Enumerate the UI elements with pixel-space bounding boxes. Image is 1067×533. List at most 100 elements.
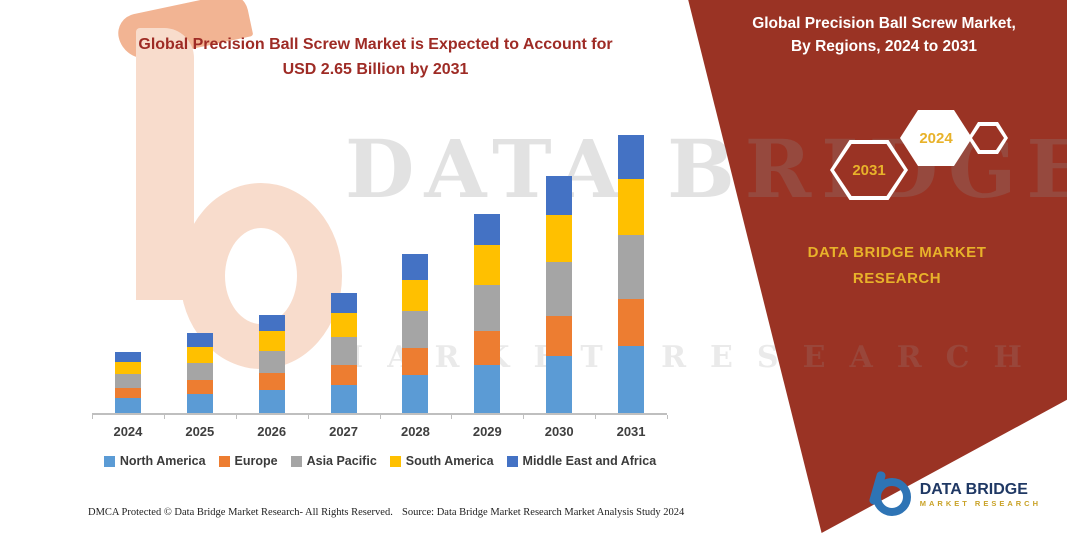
logo-subtitle: MARKET RESEARCH bbox=[919, 499, 1041, 509]
axis-tick bbox=[235, 415, 237, 419]
bar-segment bbox=[330, 293, 357, 314]
legend-item: South America bbox=[389, 454, 494, 468]
bar-stack-2026 bbox=[258, 315, 285, 413]
bar-stack-2024 bbox=[114, 352, 141, 413]
axis-tick bbox=[163, 415, 165, 419]
legend-label: North America bbox=[119, 454, 206, 468]
company-logo: DATA BRIDGE MARKET RESEARCH bbox=[868, 470, 1041, 517]
bar-stack-2028 bbox=[402, 254, 429, 413]
hexagon-2031-fill bbox=[834, 144, 904, 196]
legend-swatch-icon bbox=[506, 455, 518, 467]
legend-swatch-icon bbox=[218, 455, 230, 467]
bar-segment bbox=[114, 387, 141, 399]
axis-tick bbox=[523, 415, 525, 419]
hexagon-2024-label: 2024 bbox=[919, 129, 953, 147]
bar-segment bbox=[474, 213, 501, 246]
bar-segment bbox=[546, 175, 573, 215]
bar-segment bbox=[258, 315, 285, 332]
bar-stack-2027 bbox=[330, 293, 357, 413]
x-axis-label: 2028 bbox=[400, 424, 430, 439]
footer-source-text: Source: Data Bridge Market Research Mark… bbox=[402, 507, 685, 518]
bar-column-2025 bbox=[164, 100, 236, 413]
bar-segment bbox=[402, 254, 429, 280]
x-axis-labels: 2024 2025 2026 2027 2028 2029 2030 2031 bbox=[92, 424, 667, 439]
legend-label: Asia Pacific bbox=[306, 454, 377, 468]
stacked-bar-plot bbox=[92, 100, 667, 415]
bar-stack-2030 bbox=[546, 175, 573, 413]
hexagon-small-fill bbox=[972, 126, 1004, 150]
bar-segment bbox=[258, 331, 285, 352]
bar-stack-2025 bbox=[186, 333, 213, 413]
legend-swatch-icon bbox=[103, 455, 115, 467]
bar-segment bbox=[618, 298, 645, 346]
bar-segment bbox=[114, 374, 141, 388]
bar-segment bbox=[474, 331, 501, 365]
x-axis-label: 2030 bbox=[544, 424, 574, 439]
axis-tick bbox=[451, 415, 453, 419]
bar-segment bbox=[546, 356, 573, 413]
bar-segment bbox=[330, 337, 357, 365]
side-panel-title-line1: Global Precision Ball Screw Market, bbox=[752, 15, 1016, 32]
bar-column-2027 bbox=[308, 100, 380, 413]
bar-column-2028 bbox=[380, 100, 452, 413]
bar-segment bbox=[618, 234, 645, 299]
bar-segment bbox=[402, 347, 429, 376]
x-axis-ticks bbox=[92, 415, 668, 419]
bar-segment bbox=[618, 345, 645, 413]
bar-column-2030 bbox=[523, 100, 595, 413]
bar-column-2024 bbox=[92, 100, 164, 413]
hexagon-small-decoration bbox=[968, 122, 1008, 154]
bar-segment bbox=[114, 352, 141, 362]
bar-segment bbox=[330, 364, 357, 385]
bar-segment bbox=[114, 398, 141, 413]
bar-segment bbox=[618, 178, 645, 235]
bar-segment bbox=[402, 375, 429, 413]
bar-column-2031 bbox=[595, 100, 667, 413]
bar-segment bbox=[474, 284, 501, 332]
legend-label: Europe bbox=[234, 454, 278, 468]
x-axis-label: 2031 bbox=[616, 424, 646, 439]
bar-segment bbox=[474, 245, 501, 285]
legend-item: Europe bbox=[218, 454, 278, 468]
logo-text-block: DATA BRIDGE MARKET RESEARCH bbox=[920, 480, 1041, 508]
bar-segment bbox=[402, 311, 429, 348]
x-axis-label: 2029 bbox=[472, 424, 502, 439]
axis-tick bbox=[92, 415, 93, 419]
legend-label: South America bbox=[405, 454, 494, 468]
legend-item: North America bbox=[103, 454, 206, 468]
axis-tick bbox=[307, 415, 309, 419]
legend-swatch-icon bbox=[389, 455, 401, 467]
bar-segment bbox=[186, 333, 213, 347]
x-axis-label: 2025 bbox=[185, 424, 215, 439]
side-panel-brand-line2: RESEARCH bbox=[852, 269, 942, 287]
axis-tick bbox=[667, 415, 668, 419]
side-panel-title: Global Precision Ball Screw Market, By R… bbox=[729, 12, 1039, 59]
bar-stack-2031 bbox=[618, 134, 645, 413]
bar-segment bbox=[258, 389, 285, 413]
chart-legend: North America Europe Asia Pacific South Ame… bbox=[55, 454, 705, 468]
logo-title: DATA BRIDGE bbox=[919, 480, 1028, 498]
x-axis-label: 2027 bbox=[329, 424, 359, 439]
hexagon-2031-label: 2031 bbox=[852, 161, 886, 179]
side-panel-brand-text: DATA BRIDGE MARKET RESEARCH bbox=[767, 240, 1027, 291]
chart-title-line1: Global Precision Ball Screw Market is Ex… bbox=[138, 36, 613, 53]
legend-item: Asia Pacific bbox=[290, 454, 377, 468]
footer-dmca-text: DMCA Protected © Data Bridge Market Rese… bbox=[88, 507, 393, 518]
legend-swatch-icon bbox=[290, 455, 302, 467]
axis-tick bbox=[379, 415, 381, 419]
chart-title-line2: USD 2.65 Billion by 2031 bbox=[282, 60, 469, 78]
side-panel-brand-line1: DATA BRIDGE MARKET bbox=[807, 244, 987, 261]
bar-segment bbox=[186, 346, 213, 363]
bar-segment bbox=[186, 380, 213, 395]
logo-ring-shape bbox=[872, 478, 911, 516]
axis-tick bbox=[595, 415, 597, 419]
bar-stack-2029 bbox=[474, 213, 501, 413]
legend-label: Middle East and Africa bbox=[522, 454, 657, 468]
side-panel-title-line2: By Regions, 2024 to 2031 bbox=[790, 38, 978, 56]
bar-segment bbox=[330, 384, 357, 413]
x-axis-label: 2026 bbox=[257, 424, 287, 439]
bar-segment bbox=[258, 373, 285, 390]
bar-column-2029 bbox=[451, 100, 523, 413]
data-bridge-logo-icon bbox=[868, 470, 912, 517]
